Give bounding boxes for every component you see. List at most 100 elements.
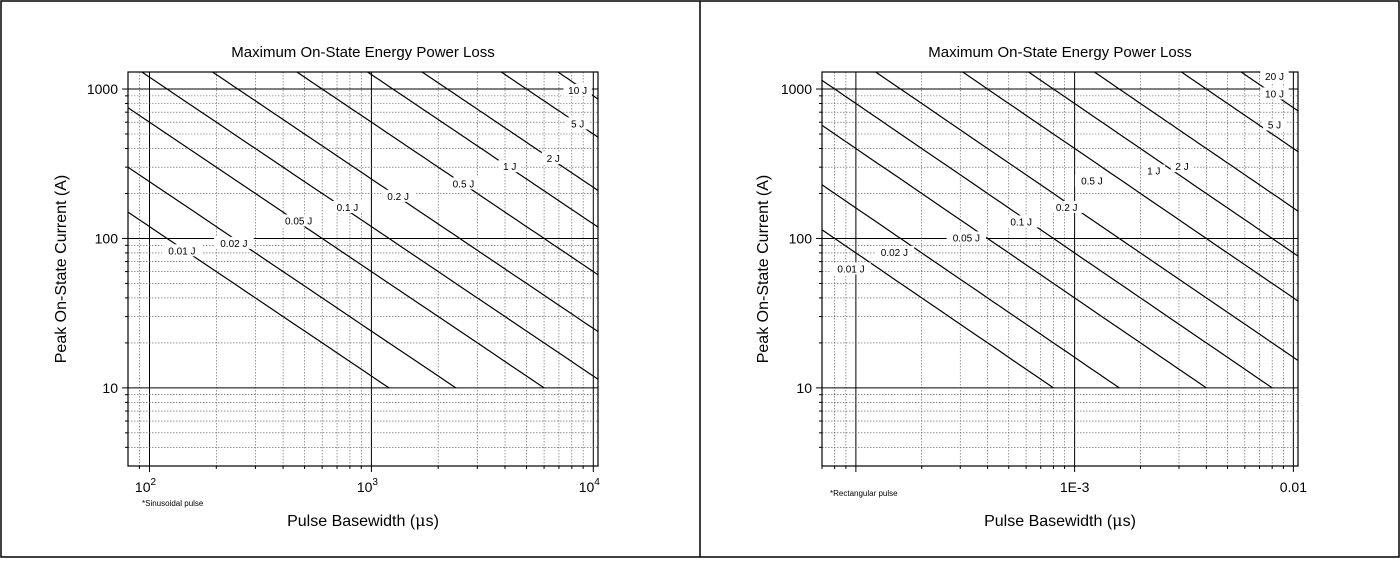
series-line	[962, 72, 1298, 302]
series-label-text: 0.05 J	[285, 216, 312, 227]
series-label: 0.1 J	[1004, 215, 1039, 228]
series-label: 0.01 J	[162, 244, 202, 257]
x-axis-label: Pulse Basewidth (μs)	[984, 511, 1136, 530]
series-label-text: 0.5 J	[453, 179, 475, 190]
series-line	[822, 229, 1054, 389]
series-label-background	[1074, 174, 1109, 187]
series-label: 5 J	[566, 117, 590, 130]
series-line	[1181, 72, 1298, 153]
series-label: 0.01 J	[831, 262, 871, 275]
y-tick-label: 10	[796, 380, 812, 396]
series-label-background	[162, 244, 202, 257]
series-line	[421, 72, 598, 192]
chart-panel-sinusoidal: 10 100 1000 102 103 104 Maximum On-State Energ…	[53, 44, 601, 530]
series-label: 20 J	[1260, 70, 1289, 83]
series-label-text: 5 J	[1268, 121, 1281, 132]
series-label: 0.5 J	[1074, 174, 1109, 188]
pulse-type-note: *Sinusoidal pulse	[142, 499, 204, 508]
series-label-background	[1263, 118, 1286, 131]
y-axis-label: Peak On-State Current (A)	[53, 175, 70, 364]
curves	[822, 72, 1298, 389]
series-label: 1 J	[498, 160, 522, 173]
series-label-background	[330, 200, 365, 213]
x-axis-label: Pulse Basewidth (μs)	[287, 511, 439, 530]
series-label-text: 0.02 J	[220, 239, 247, 250]
series-label-background	[214, 236, 254, 249]
series-label: 0.05 J	[278, 214, 319, 227]
series-label-background	[874, 245, 915, 258]
series-label-text: 0.01 J	[168, 246, 195, 257]
series-label: 0.05 J	[946, 231, 987, 244]
series-label: 2 J	[541, 152, 565, 165]
series-label: 0.2 J	[381, 189, 416, 203]
x-tick-label: 102	[135, 477, 157, 495]
series-label-background	[381, 189, 416, 202]
y-tick-label: 1000	[781, 81, 812, 97]
series-line	[212, 72, 598, 333]
series-label: 10 J	[1260, 87, 1289, 100]
chart-title: Maximum On-State Energy Power Loss	[231, 44, 494, 61]
series-line	[128, 166, 457, 389]
series-line	[1093, 72, 1298, 212]
series-label-background	[1170, 160, 1194, 173]
series-line	[128, 107, 545, 389]
series-label-background	[1142, 164, 1166, 177]
series-label-text: 2 J	[547, 154, 560, 165]
series-label: 0.5 J	[446, 177, 481, 190]
series-label-background	[446, 177, 481, 190]
series-label-text: 2 J	[1175, 162, 1188, 173]
series-label: 2 J	[1170, 160, 1194, 173]
curves	[128, 72, 598, 389]
series-label-text: 1 J	[503, 162, 516, 173]
series-label-background	[1260, 70, 1289, 83]
series-label-text: 0.5 J	[1081, 177, 1103, 188]
y-tick-label: 1000	[87, 81, 118, 97]
y-tick-label: 100	[95, 230, 119, 246]
y-axis-label: Peak On-State Current (A)	[755, 175, 772, 364]
series-label: 1 J	[1142, 164, 1166, 178]
x-tick-label: 0.01	[1280, 479, 1307, 495]
series-label-background	[498, 160, 522, 173]
series-line	[141, 72, 598, 380]
series-line	[500, 72, 598, 138]
series-label: 0.1 J	[330, 200, 365, 214]
plot-area	[821, 71, 1299, 467]
series-label-text: 0.02 J	[881, 248, 908, 259]
series-label-background	[1049, 200, 1084, 213]
y-tick-label: 10	[102, 380, 118, 396]
series-label-background	[278, 214, 319, 227]
series-label-text: 0.2 J	[1056, 203, 1078, 214]
series-label: 0.02 J	[214, 236, 254, 250]
series-label-text: 0.2 J	[387, 192, 409, 203]
series-label-text: 10 J	[1265, 89, 1284, 100]
series-label: 0.02 J	[874, 245, 915, 259]
plot-area	[127, 71, 599, 467]
series-label-background	[541, 152, 565, 165]
series-label-text: 0.01 J	[837, 264, 864, 275]
y-tick-label: 100	[789, 230, 813, 246]
grid	[128, 72, 598, 466]
pulse-type-note: *Rectangular pulse	[830, 489, 898, 498]
series-label-background	[563, 84, 592, 97]
grid	[822, 72, 1298, 466]
chart-title: Maximum On-State Energy Power Loss	[928, 44, 1191, 61]
x-tick-label: 104	[579, 477, 601, 495]
series-label: 5 J	[1263, 118, 1286, 132]
series-line	[822, 79, 1273, 389]
series-label-text: 5 J	[571, 119, 584, 130]
series-label-background	[1260, 87, 1289, 100]
chart-panel-rectangular: 10 100 1000 1E-3 0.01 Maximum On-State Energy…	[755, 44, 1307, 530]
series-label: 10 J	[563, 84, 592, 97]
series-label-text: 0.1 J	[1010, 217, 1032, 228]
series-label-background	[946, 231, 987, 244]
series-label-background	[1004, 215, 1039, 228]
series-line	[128, 211, 390, 389]
x-tick-label: 103	[357, 477, 379, 495]
series-label-background	[831, 262, 871, 275]
series-label-background	[566, 117, 590, 130]
series-line	[822, 184, 1120, 389]
x-tick-label: 1E-3	[1060, 479, 1090, 495]
series-label-text: 1 J	[1147, 167, 1160, 178]
